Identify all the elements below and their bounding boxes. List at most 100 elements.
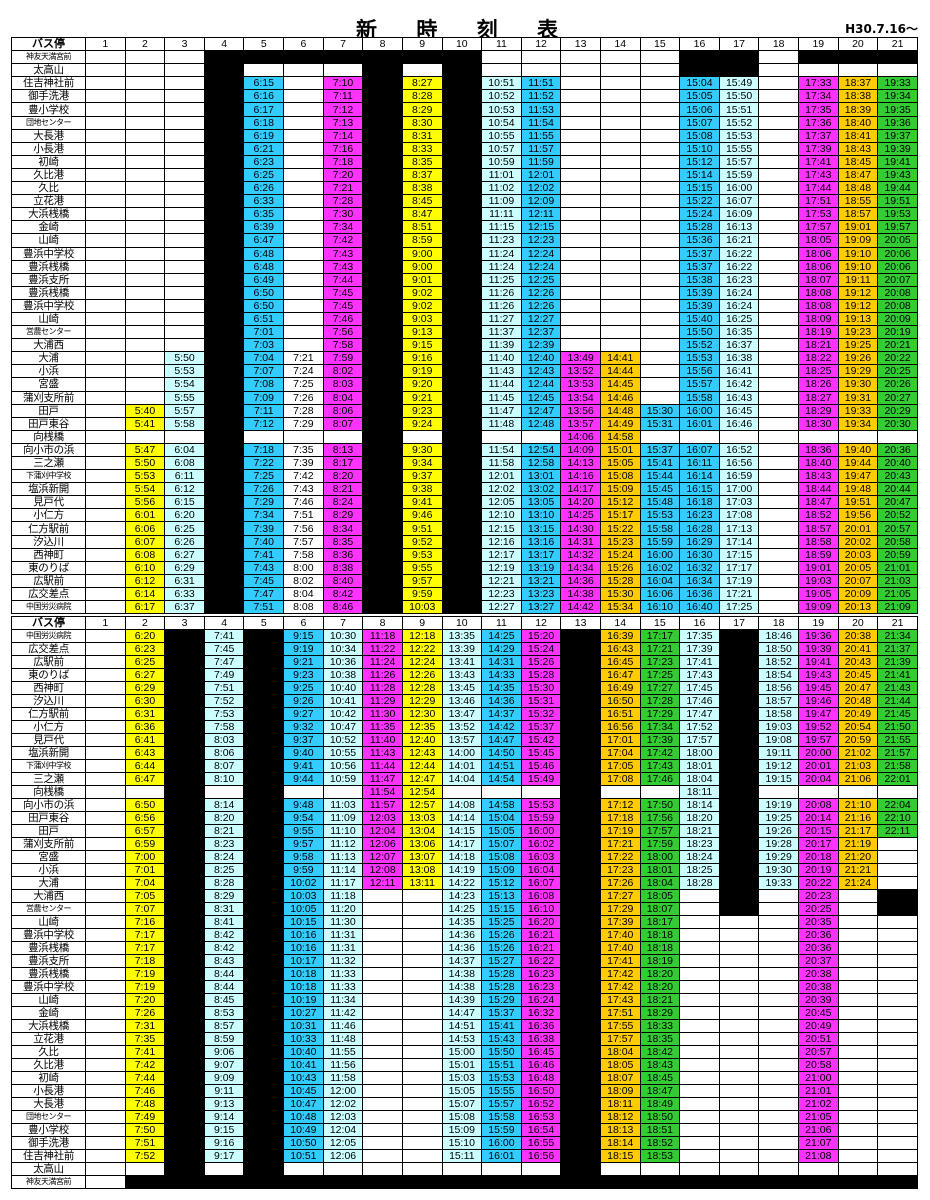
no-service-cell (362, 272, 403, 287)
departure-time (85, 246, 126, 261)
column-header-trip: 10 (441, 36, 483, 52)
departure-time (124, 233, 166, 248)
departure-time (758, 993, 799, 1007)
timetable-row: 大浜桟橋 6:35 7:30 8:47 11:11 12:11 15:24 16:09 17:5… (10, 207, 918, 222)
departure-time (283, 298, 324, 313)
departure-time: 7:56 (283, 521, 324, 536)
no-service-cell (441, 338, 483, 353)
departure-time: 15:15 (679, 181, 720, 196)
departure-time (164, 272, 205, 287)
departure-time: 13:27 (520, 600, 562, 615)
departure-time: 18:14 (679, 798, 720, 812)
departure-time: 19:39 (877, 141, 918, 156)
departure-time (124, 167, 166, 183)
departure-time: 10:05 (283, 902, 324, 916)
departure-time: 8:38 (322, 560, 364, 575)
no-service-cell (560, 954, 601, 968)
departure-time (877, 63, 918, 78)
no-service-cell (441, 547, 483, 562)
timetable-row: 初崎 6:23 7:18 8:35 10:59 11:59 15:12 15:57 17:41 1… (10, 154, 918, 169)
no-service-cell (243, 785, 285, 799)
departure-time: 11:25 (481, 272, 522, 287)
departure-time (283, 246, 324, 261)
departure-time (85, 338, 126, 353)
no-service-cell (441, 573, 483, 588)
departure-time (877, 1110, 918, 1124)
departure-time: 7:59 (322, 351, 364, 366)
departure-time: 20:43 (837, 655, 879, 669)
departure-time: 11:35 (362, 720, 403, 734)
departure-time: 13:45 (441, 681, 483, 695)
departure-time: 18:01 (679, 759, 720, 773)
no-service-cell (164, 1071, 205, 1085)
departure-time (679, 954, 720, 968)
departure-time: 11:30 (322, 915, 364, 929)
departure-time: 16:07 (520, 876, 562, 890)
no-service-cell (164, 980, 205, 994)
departure-time: 7:00 (124, 850, 166, 864)
departure-time (679, 1110, 720, 1124)
no-service-cell (441, 194, 483, 209)
departure-time (560, 63, 601, 78)
departure-time: 15:53 (718, 128, 760, 143)
departure-time: 21:43 (877, 681, 918, 695)
departure-time (362, 1032, 403, 1046)
departure-time: 10:03 (283, 889, 324, 903)
departure-time: 19:41 (877, 154, 918, 169)
departure-time: 7:58 (283, 547, 324, 562)
timetable-row: 蒲刈支所前 5:55 7:09 7:26 8:04 9:21 11:45 12:45 13:54… (10, 390, 918, 405)
departure-time: 7:52 (203, 694, 245, 708)
departure-time (85, 759, 126, 773)
timetable-row: 豊浜桟橋 6:50 7:45 9:02 11:26 12:26 15:39 16:24 18:0… (10, 285, 918, 300)
timetable-row: 下蒲刈中学校 6:44 8:07 9:41 10:56 11:44 12:44 14:01 14… (10, 759, 918, 773)
departure-time: 7:17 (124, 941, 166, 955)
departure-time (560, 246, 601, 261)
departure-time: 12:10 (481, 508, 522, 523)
departure-time: 15:55 (718, 141, 760, 156)
departure-time: 16:24 (718, 285, 760, 300)
no-service-cell (203, 207, 245, 222)
departure-time: 18:14 (599, 1136, 641, 1150)
stop-name: 豊浜中学校 (10, 980, 87, 994)
no-service-cell (798, 1175, 839, 1189)
departure-time (798, 63, 839, 78)
departure-time: 6:29 (164, 560, 205, 575)
no-service-cell (362, 455, 403, 471)
departure-time (164, 298, 205, 313)
no-service-cell (560, 720, 601, 734)
no-service-cell (718, 50, 760, 65)
departure-time: 15:45 (520, 746, 562, 760)
no-service-cell (718, 850, 760, 864)
departure-time: 15:59 (639, 534, 681, 549)
departure-time: 20:06 (877, 259, 918, 274)
no-service-cell (243, 759, 285, 773)
departure-time (85, 272, 126, 287)
departure-time (85, 1032, 126, 1046)
departure-time (679, 889, 720, 903)
departure-time: 15:39 (679, 298, 720, 313)
departure-time (85, 876, 126, 890)
departure-time: 20:22 (798, 876, 839, 890)
departure-time (837, 1136, 879, 1150)
no-service-cell (560, 1006, 601, 1020)
column-header-trip: 12 (520, 616, 562, 630)
departure-time: 6:25 (164, 521, 205, 536)
departure-time: 12:58 (520, 455, 562, 471)
departure-time: 12:24 (401, 655, 443, 669)
no-service-cell (164, 1123, 205, 1137)
departure-time: 18:21 (798, 338, 839, 353)
departure-time (85, 954, 126, 968)
timetable-row: 営農センター 7:07 8:31 10:05 11:20 14:25 15:15 16:10 1… (10, 902, 918, 916)
no-service-cell (164, 707, 205, 721)
departure-time (124, 311, 166, 327)
departure-time: 7:18 (243, 442, 285, 458)
departure-time (877, 1084, 918, 1098)
departure-time (85, 207, 126, 222)
departure-time: 7:52 (124, 1149, 166, 1163)
no-service-cell (560, 694, 601, 708)
departure-time (401, 1045, 443, 1059)
no-service-cell (203, 416, 245, 431)
departure-time: 19:12 (837, 298, 879, 313)
departure-time: 15:20 (520, 629, 562, 643)
no-service-cell (243, 811, 285, 825)
